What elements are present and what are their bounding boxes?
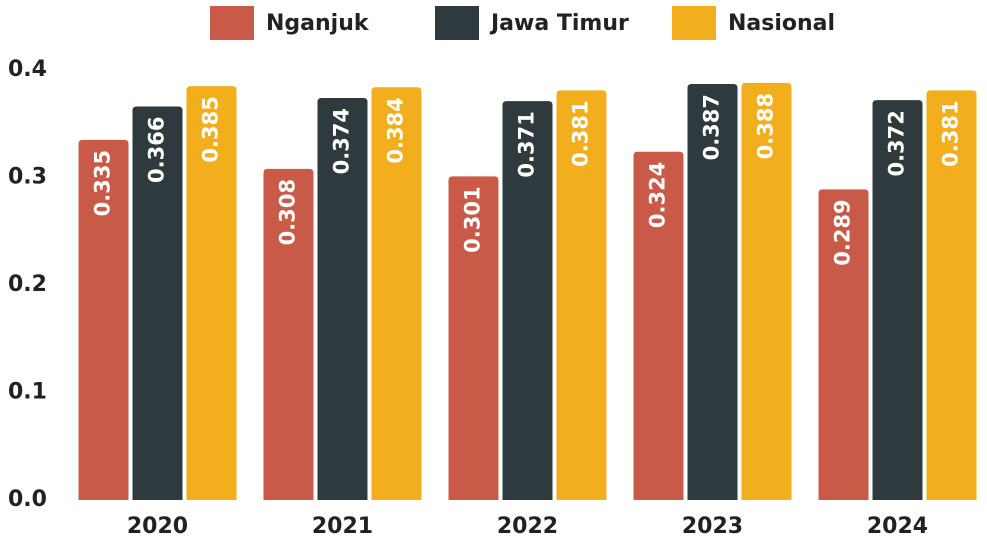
legend-swatch [210,6,254,40]
legend-swatch [435,6,479,40]
x-tick-label: 2020 [127,514,188,539]
y-tick-label: 0.0 [8,487,47,512]
x-tick-label: 2022 [497,514,558,539]
value-label: 0.384 [384,97,408,163]
value-label: 0.385 [199,96,223,162]
y-tick-label: 0.3 [8,165,47,190]
y-tick-label: 0.4 [8,57,47,82]
legend-swatch [672,6,716,40]
value-label: 0.366 [145,117,169,183]
chart: 0.0 0.1 0.2 0.3 0.4 Nganjuk Jawa Timur Nasional… [0,0,987,545]
value-label: 0.372 [885,110,909,176]
legend-label: Nasional [728,11,835,36]
value-label: 0.374 [330,108,354,174]
y-tick-label: 0.1 [8,380,47,405]
value-label: 0.289 [831,199,855,265]
legend-label: Jawa Timur [489,11,629,36]
x-tick-label: 2023 [682,514,743,539]
x-tick-label: 2021 [312,514,373,539]
y-tick-label: 0.2 [8,272,47,297]
x-tick-label: 2024 [867,514,928,539]
value-label: 0.388 [754,93,778,159]
value-label: 0.308 [276,179,300,245]
value-label: 0.335 [91,150,115,216]
value-label: 0.387 [700,94,724,160]
value-label: 0.301 [461,186,485,252]
value-label: 0.324 [646,162,670,228]
value-label: 0.371 [515,111,539,177]
legend-label: Nganjuk [266,11,370,36]
value-label: 0.381 [569,100,593,166]
value-label: 0.381 [939,100,963,166]
